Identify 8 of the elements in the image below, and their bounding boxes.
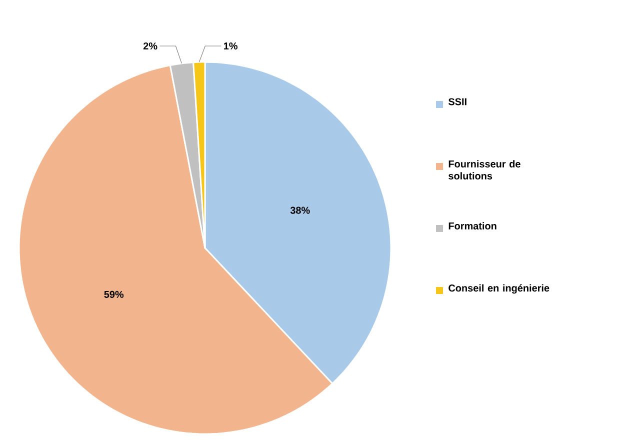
data-label: 2% <box>143 42 158 50</box>
legend-label: SSII <box>448 98 466 106</box>
data-label: 38% <box>290 206 310 214</box>
legend-label: Formation <box>448 222 496 230</box>
legend-label: Fournisseur de solutions <box>448 160 520 180</box>
legend-label: Conseil en ingénierie <box>448 284 550 294</box>
data-label: 59% <box>104 290 124 298</box>
data-label: 1% <box>224 42 238 50</box>
